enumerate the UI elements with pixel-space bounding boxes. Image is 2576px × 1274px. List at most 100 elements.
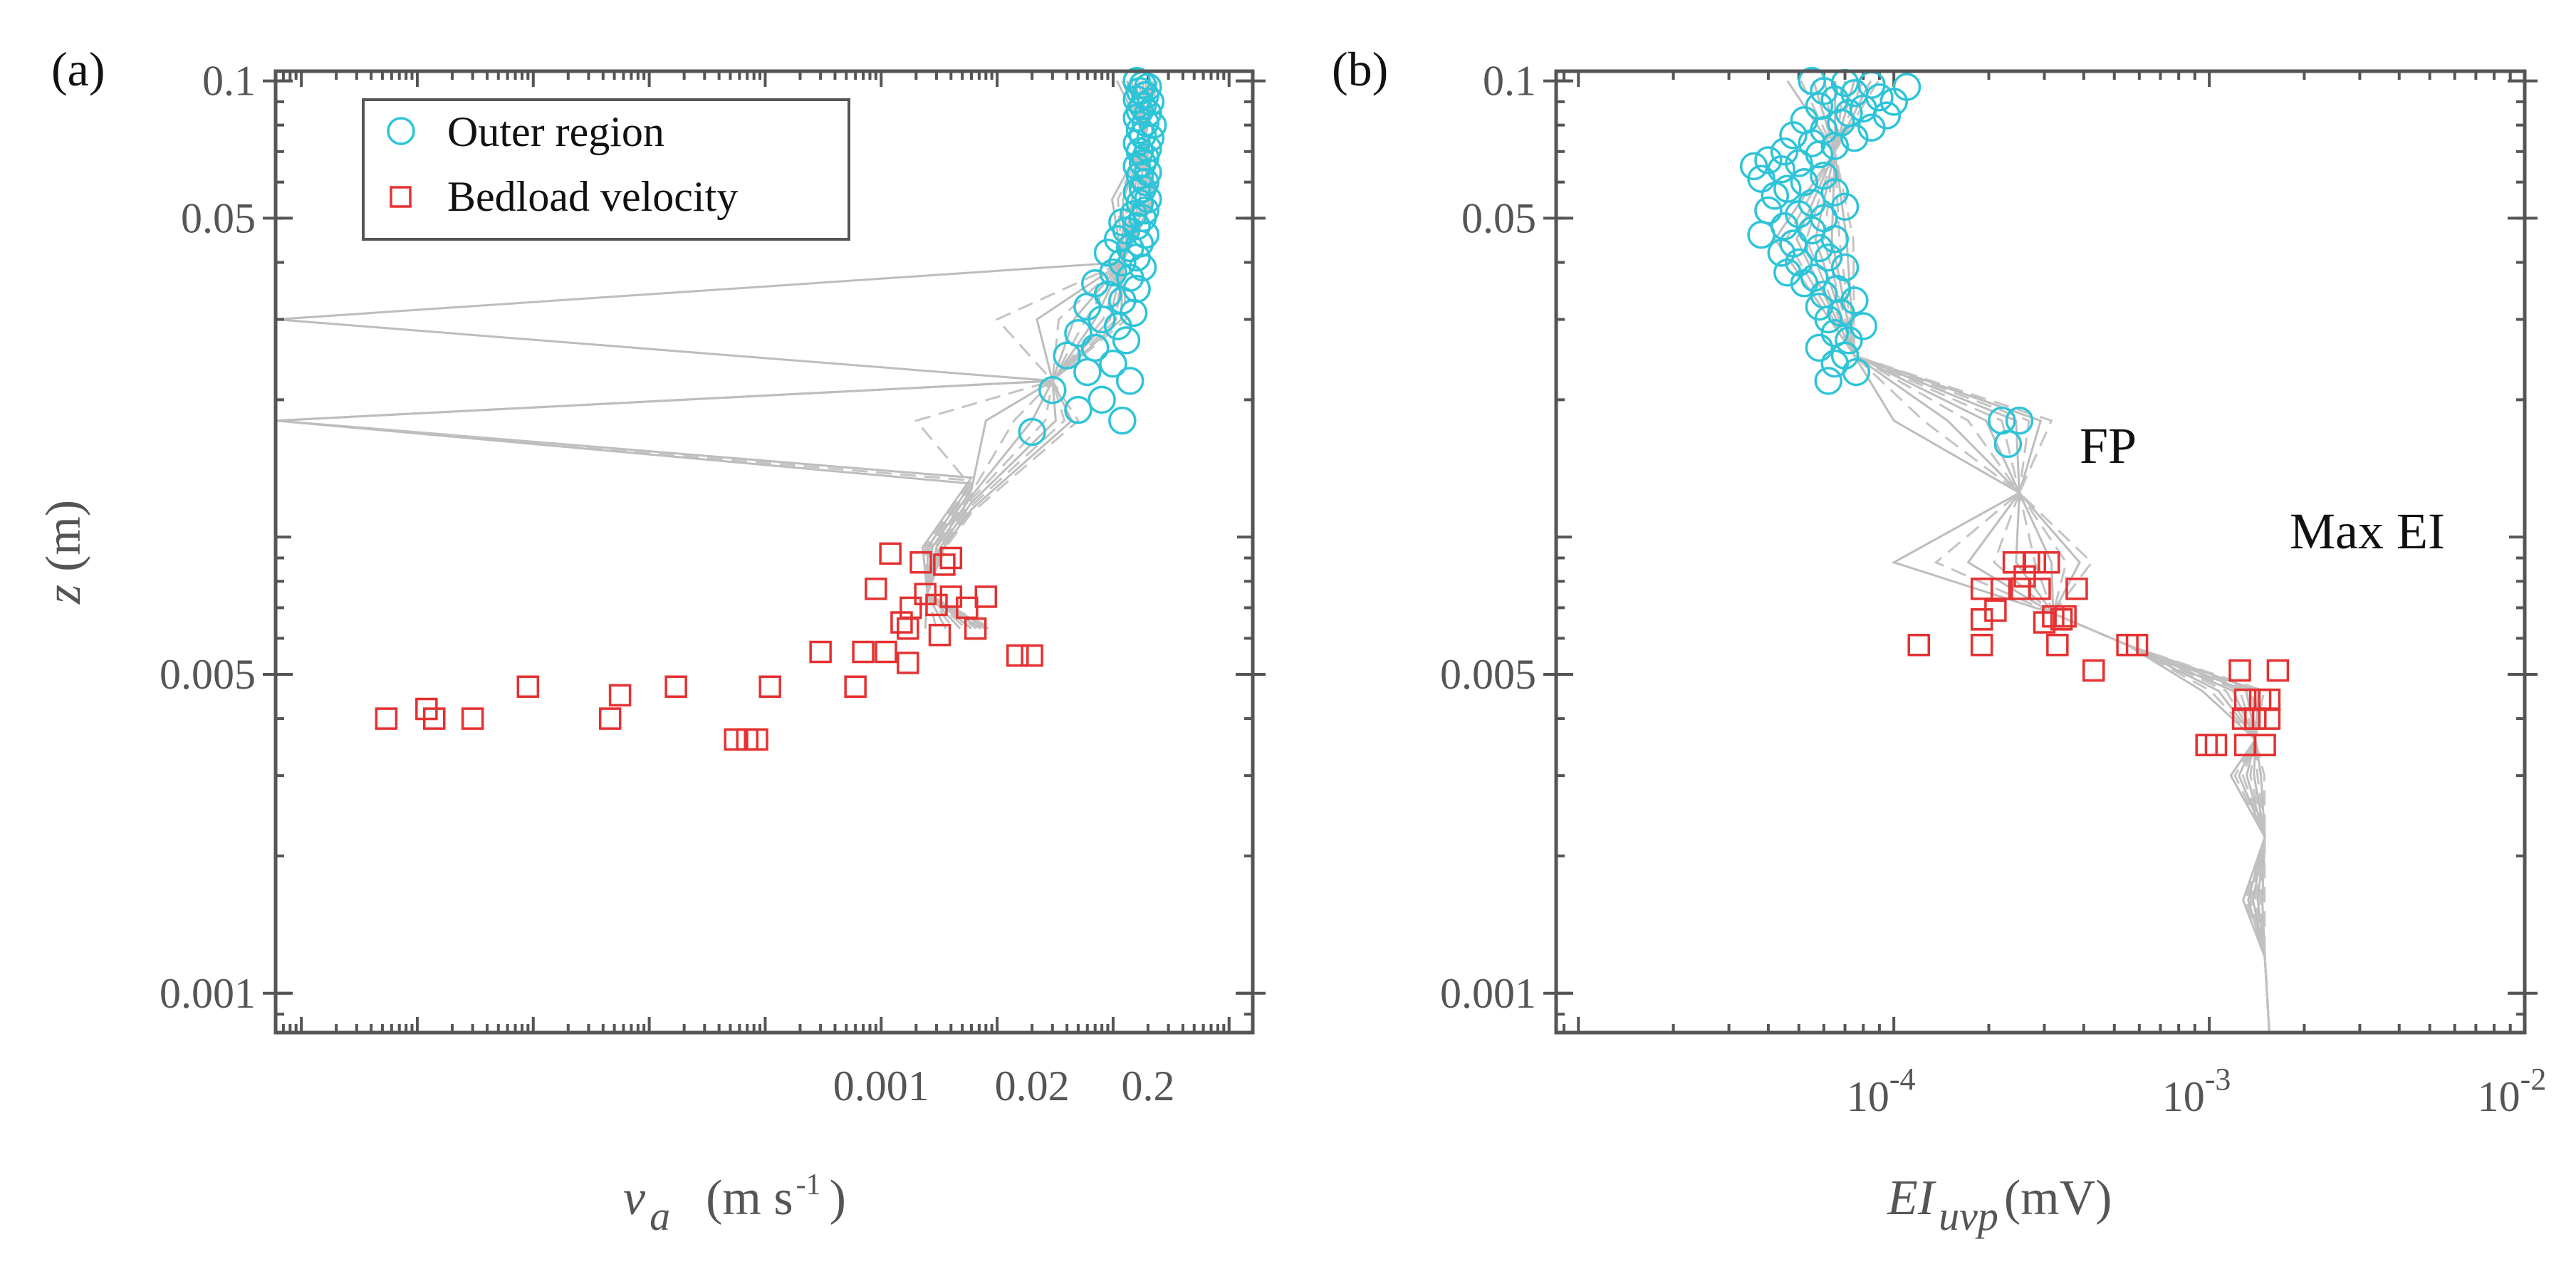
bedload-velocity-point	[608, 684, 632, 707]
x-tick-label: 10-2	[2478, 1062, 2547, 1120]
panel-b-label: (b)	[1332, 42, 1388, 96]
reference-profile-line	[1833, 80, 2270, 1033]
bedload-velocity-point	[865, 578, 887, 600]
outer-region-point	[1136, 88, 1165, 116]
panel-a-x-axis-label: v a (m s-1)	[623, 1169, 846, 1239]
outer-region-point	[1790, 167, 1819, 197]
annotation-max-ei: Max EI	[2290, 503, 2445, 560]
bedload-velocity-point	[974, 585, 998, 608]
bedload-velocity-point	[2125, 633, 2149, 657]
panel-a-y-tick-labels: 0.1 0.05 0.005 0.001	[160, 58, 256, 1017]
outer-region-point	[1108, 406, 1137, 435]
bedload-velocity-point	[909, 550, 932, 574]
y-tick-label: 0.1	[202, 58, 256, 105]
outer-region-point	[1805, 234, 1834, 263]
panel-a-plot-frame	[273, 69, 1255, 1035]
reference-profile-line	[914, 80, 1147, 630]
reference-profile-line	[926, 80, 1156, 630]
x-tick-label: 0.001	[833, 1062, 929, 1109]
reference-profile-line	[1830, 80, 2270, 1033]
bedload-velocity-point	[1006, 644, 1029, 667]
outer-region-point	[2005, 406, 2034, 435]
bedload-velocity-point	[2065, 578, 2088, 600]
reference-profile-line	[1833, 80, 2270, 1033]
outer-region-point	[1993, 429, 2023, 459]
outer-region-point	[1767, 239, 1796, 267]
outer-region-point	[1761, 182, 1790, 210]
bedload-velocity-point	[897, 652, 919, 674]
outer-region-point	[1835, 326, 1863, 355]
outer-region-point	[1879, 88, 1908, 116]
outer-region-point	[1073, 357, 1102, 387]
bedload-velocity-point	[939, 546, 963, 570]
bedload-velocity-point	[2231, 707, 2255, 730]
bedload-velocity-point	[2253, 733, 2276, 757]
outer-region-point	[1773, 259, 1802, 287]
reference-profile-line	[926, 80, 1153, 630]
reference-profile-line	[926, 80, 1147, 630]
outer-region-point	[1814, 305, 1842, 334]
bedload-velocity-point	[516, 675, 540, 698]
bedload-velocity-point	[1970, 608, 1993, 631]
outer-region-point	[1099, 349, 1127, 378]
bedload-velocity-point	[664, 675, 687, 698]
outer-region-point	[1088, 385, 1116, 414]
outer-region-point	[1820, 178, 1850, 207]
bedload-velocity-point	[1970, 633, 1993, 657]
panel-b-plot-frame	[1554, 69, 2527, 1035]
bedload-velocity-point	[1021, 644, 1043, 667]
bedload-velocity-point	[2244, 707, 2267, 730]
bedload-velocity-point	[928, 623, 951, 647]
panel-b-bedload-series	[1907, 550, 2290, 757]
bedload-velocity-point	[809, 640, 832, 664]
outer-region-point	[1064, 395, 1093, 424]
outer-region-point	[1108, 248, 1137, 277]
x-tick-label: 10-3	[2162, 1062, 2231, 1120]
y-tick-label: 0.005	[1440, 651, 1536, 698]
outer-region-point	[1814, 243, 1842, 272]
outer-region-point	[1125, 137, 1154, 166]
outer-region-point	[1053, 341, 1081, 370]
bedload-velocity-point	[2028, 578, 2051, 600]
legend: Outer region Bedload velocity	[362, 98, 850, 241]
bedload-velocity-point	[2228, 659, 2251, 682]
outer-region-point	[1827, 298, 1855, 328]
panel-a: (a) 0.1 0.05 0.005 0.001 0.001 0.02 0.2 Outer…	[36, 42, 1266, 1239]
reference-profile-line	[926, 80, 1147, 630]
bedload-velocity-point	[925, 593, 948, 617]
panel-a-bedload-series	[375, 542, 1043, 751]
outer-region-point	[1018, 417, 1046, 447]
outer-region-point	[1830, 192, 1860, 221]
reference-profile-line	[1795, 80, 2270, 1033]
outer-region-point	[1779, 121, 1808, 150]
outer-region-point	[1103, 312, 1132, 340]
bedload-velocity-point	[2046, 633, 2069, 657]
panel-a-y-axis-label: z(m)	[36, 500, 91, 605]
bedload-velocity-point	[598, 707, 622, 730]
x-tick-label: 0.02	[995, 1062, 1070, 1109]
outer-region-point	[1805, 333, 1834, 362]
bedload-velocity-point	[746, 728, 768, 751]
outer-region-point	[1088, 305, 1116, 334]
legend-outer-region-label: Outer region	[447, 108, 664, 155]
bedload-velocity-point	[844, 675, 867, 698]
y-tick-label: 0.05	[181, 194, 256, 241]
bedload-velocity-point	[2050, 608, 2073, 631]
outer-region-point	[1112, 326, 1141, 355]
outer-region-point	[1805, 140, 1834, 169]
bedload-velocity-point	[964, 617, 987, 640]
bedload-velocity-point	[2033, 611, 2056, 634]
outer-region-point	[1892, 73, 1921, 101]
y-tick-label: 0.1	[1483, 58, 1536, 105]
reference-profile-line	[1814, 80, 2270, 1033]
bedload-velocity-point	[1907, 633, 1930, 657]
bedload-velocity-point	[2082, 659, 2105, 682]
outer-region-point	[1754, 196, 1783, 225]
panel-b-y-tick-labels: 0.1 0.05 0.005 0.001	[1440, 58, 1536, 1017]
bedload-velocity-point	[724, 728, 746, 751]
bedload-velocity-point	[758, 675, 781, 698]
reference-profile-line	[926, 80, 1147, 630]
panel-b-x-tick-labels: 10-4 10-3 10-2	[1847, 1062, 2546, 1120]
legend-bedload-marker	[390, 186, 412, 208]
